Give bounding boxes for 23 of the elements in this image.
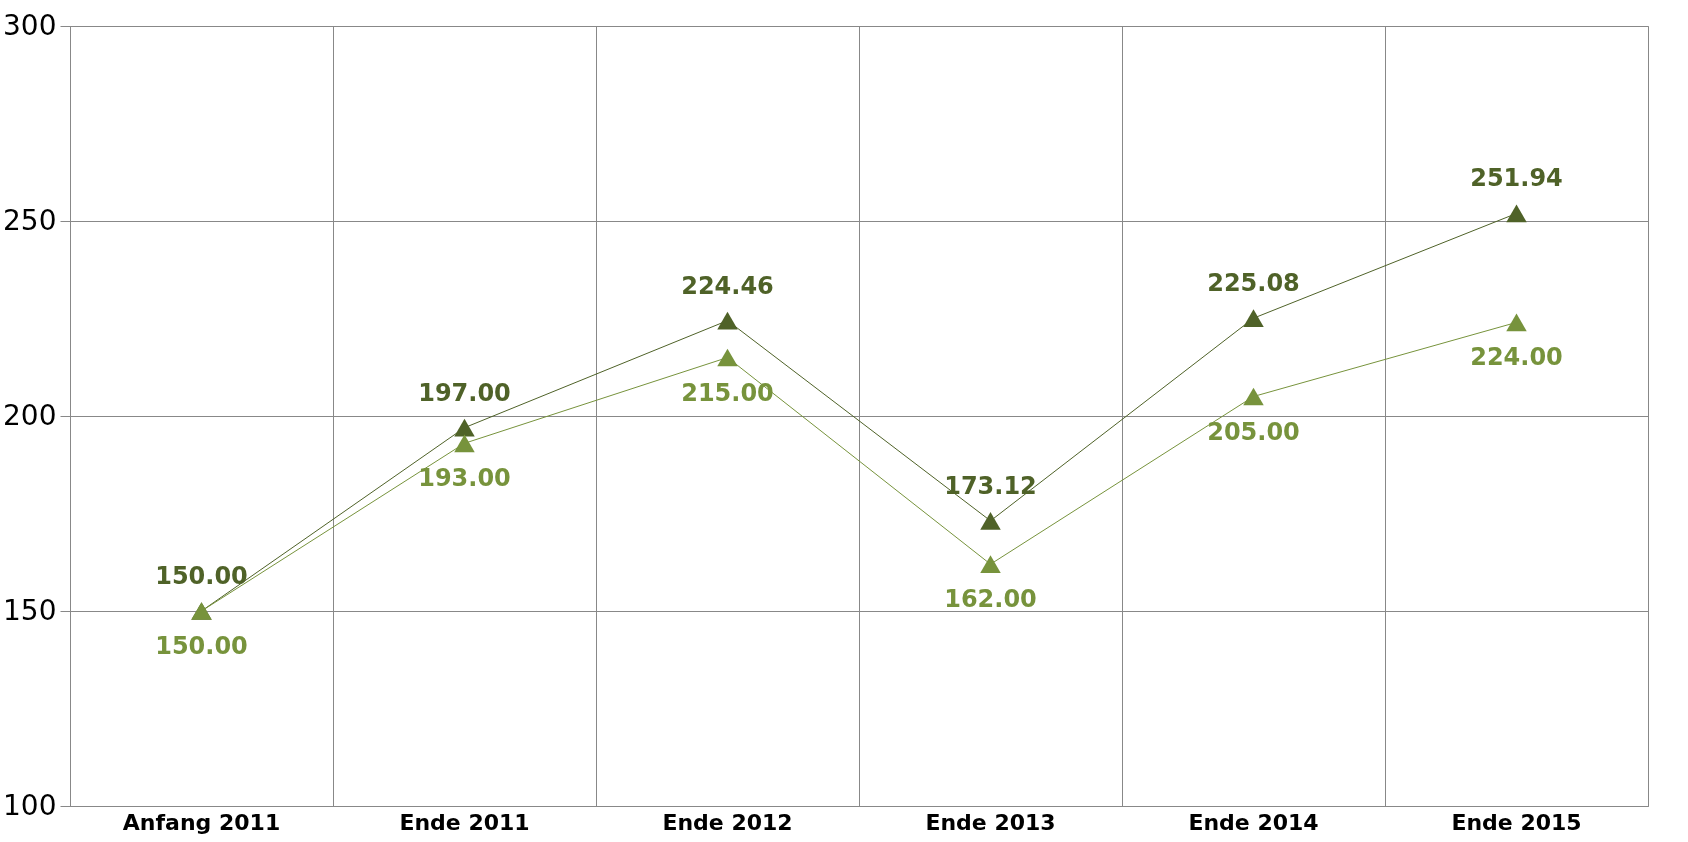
data-label: 197.00 [418, 378, 511, 407]
x-tick-label: Anfang 2011 [122, 809, 281, 835]
y-tick-label: 150 [3, 593, 57, 627]
y-tick-label: 100 [3, 788, 57, 822]
data-label: 251.94 [1470, 164, 1563, 193]
x-tick-label: Ende 2012 [662, 809, 793, 835]
y-tick-label: 300 [3, 8, 57, 42]
y-tick-label: 200 [3, 398, 57, 432]
x-tick-label: Ende 2014 [1188, 809, 1319, 835]
data-label: 205.00 [1207, 417, 1300, 446]
data-label: 225.08 [1207, 269, 1300, 298]
data-label: 224.00 [1470, 343, 1563, 372]
y-tick-label: 250 [3, 203, 57, 237]
data-label: 215.00 [681, 378, 774, 407]
x-tick-label: Ende 2013 [925, 809, 1056, 835]
data-label: 150.00 [155, 562, 248, 590]
x-tick-label: Ende 2015 [1451, 809, 1582, 835]
data-label: 193.00 [418, 464, 511, 493]
data-label: 173.12 [944, 471, 1037, 500]
data-label: 224.46 [681, 271, 774, 300]
data-label: 162.00 [944, 585, 1037, 614]
data-label: 150.00 [155, 632, 248, 660]
x-tick-label: Ende 2011 [399, 809, 530, 835]
